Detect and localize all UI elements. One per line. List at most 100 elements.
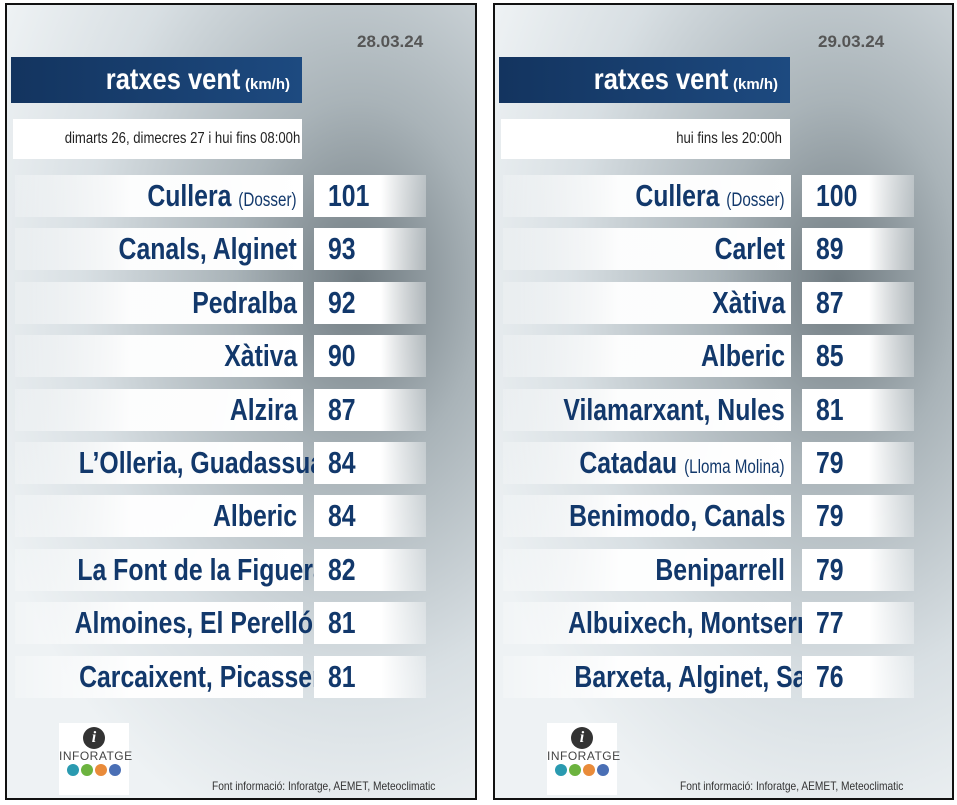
station-note: (Lloma Molina): [684, 457, 785, 478]
gust-value-box: 82: [314, 549, 426, 591]
gust-value-box: 81: [314, 602, 426, 644]
gust-value-box: 79: [802, 442, 914, 484]
gust-value: 81: [328, 602, 356, 644]
station-name: Beniparrell: [655, 549, 785, 591]
station-name-box: Canals, Alginet: [15, 228, 303, 270]
gust-value-box: 84: [314, 442, 426, 484]
station-name-box: Xàtiva: [15, 335, 303, 377]
logo-dot: [583, 764, 595, 776]
gust-value-box: 84: [314, 495, 426, 537]
gust-value-box: 90: [314, 335, 426, 377]
info-icon: i: [83, 727, 105, 749]
gust-value-box: 87: [802, 282, 914, 324]
date: 28.03.24: [357, 32, 423, 52]
logo-text: INFORATGE: [59, 749, 129, 763]
logo-dot: [555, 764, 567, 776]
station-name-box: Catadau (Lloma Molina): [503, 442, 791, 484]
gust-value: 79: [816, 495, 844, 537]
station-name: Xàtiva: [224, 335, 297, 377]
title: ratxes vent: [106, 57, 241, 103]
gust-value: 87: [816, 282, 844, 324]
station-name-box: Carcaixent, Picassent: [15, 656, 303, 698]
station-name-box: Cullera (Dosser): [15, 175, 303, 217]
gust-value: 84: [328, 495, 356, 537]
logo-dot: [81, 764, 93, 776]
gust-value: 101: [328, 175, 369, 217]
station-name-box: Alberic: [503, 335, 791, 377]
gust-value: 77: [816, 602, 844, 644]
gust-value: 81: [328, 656, 356, 698]
gust-value: 76: [816, 656, 844, 698]
station-name-box: Barxeta, Alginet, Sagunt: [503, 656, 791, 698]
station-note: (Dosser): [727, 190, 785, 211]
gust-value: 84: [328, 442, 356, 484]
gust-value-box: 92: [314, 282, 426, 324]
logo-dot: [95, 764, 107, 776]
gust-value-box: 81: [802, 389, 914, 431]
gust-value-box: 79: [802, 549, 914, 591]
subtitle-box: dimarts 26, dimecres 27 i hui fins 08:00…: [13, 119, 302, 159]
station-name: Cullera (Dosser): [148, 175, 297, 222]
station-name: Cullera (Dosser): [636, 175, 785, 222]
title-bar: ratxes vent (km/h): [11, 57, 302, 103]
station-name: L’Olleria, Guadassuar: [79, 442, 334, 484]
station-name: Pedralba: [192, 282, 297, 324]
gust-value-box: 79: [802, 495, 914, 537]
gust-value: 100: [816, 175, 857, 217]
unit: (km/h): [245, 76, 290, 93]
station-name-box: La Font de la Figuera: [15, 549, 303, 591]
source: Font informació: Inforatge, AEMET, Meteo…: [212, 779, 435, 793]
gust-value-box: 93: [314, 228, 426, 270]
station-name: Catadau (Lloma Molina): [580, 442, 785, 489]
station-name: Xàtiva: [712, 282, 785, 324]
title-bar: ratxes vent (km/h): [499, 57, 790, 103]
station-name-box: Benimodo, Canals: [503, 495, 791, 537]
station-note: (Dosser): [239, 190, 297, 211]
logo-dots: [59, 763, 129, 781]
logo-text: INFORATGE: [547, 749, 617, 763]
gust-value-box: 85: [802, 335, 914, 377]
gust-value: 92: [328, 282, 356, 324]
logo-dot: [109, 764, 121, 776]
station-name: Carcaixent, Picassent: [79, 656, 335, 698]
logo-dot: [569, 764, 581, 776]
station-name: Alberic: [701, 335, 785, 377]
gust-value: 89: [816, 228, 844, 270]
station-name-box: Beniparrell: [503, 549, 791, 591]
gust-value-box: 76: [802, 656, 914, 698]
gust-value-box: 81: [314, 656, 426, 698]
station-name: Almoines, El Perelló: [75, 602, 313, 644]
logo-dot: [597, 764, 609, 776]
gust-value: 81: [816, 389, 844, 431]
gust-value: 93: [328, 228, 356, 270]
gust-value-box: 87: [314, 389, 426, 431]
title: ratxes vent: [594, 57, 729, 103]
gust-value-box: 77: [802, 602, 914, 644]
gust-value-box: 100: [802, 175, 914, 217]
station-name: Canals, Alginet: [119, 228, 297, 270]
gust-value: 87: [328, 389, 356, 431]
page: 28.03.24 ratxes vent (km/h) dimarts 26, di…: [0, 0, 957, 805]
station-name: Benimodo, Canals: [569, 495, 785, 537]
station-name-box: Vilamarxant, Nules: [503, 389, 791, 431]
station-name: Albuixech, Montserrat: [568, 602, 828, 644]
gust-value: 82: [328, 549, 356, 591]
gust-value: 90: [328, 335, 356, 377]
gust-value-box: 89: [802, 228, 914, 270]
logo-dot: [67, 764, 79, 776]
source: Font informació: Inforatge, AEMET, Meteo…: [680, 779, 903, 793]
unit: (km/h): [733, 76, 778, 93]
subtitle-box: hui fins les 20:00h: [501, 119, 790, 159]
station-name: La Font de la Figuera: [77, 549, 326, 591]
station-name-box: Pedralba: [15, 282, 303, 324]
station-name-box: Carlet: [503, 228, 791, 270]
gust-value: 85: [816, 335, 844, 377]
station-name-box: Xàtiva: [503, 282, 791, 324]
info-icon: i: [571, 727, 593, 749]
station-name: Vilamarxant, Nules: [564, 389, 785, 431]
station-name-box: Alberic: [15, 495, 303, 537]
gust-value-box: 101: [314, 175, 426, 217]
